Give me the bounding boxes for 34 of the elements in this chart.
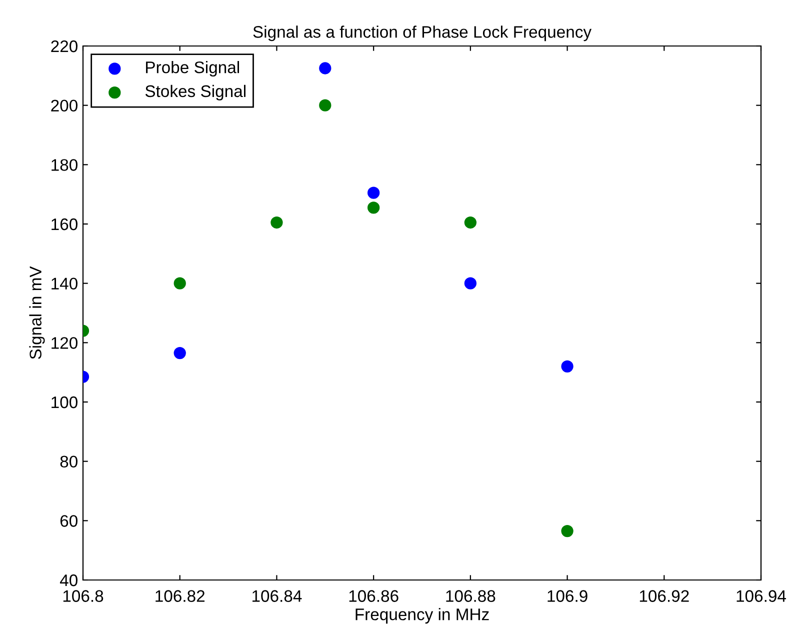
y-tick-label: 80 — [60, 456, 78, 468]
legend-label: Stokes Signal — [145, 84, 246, 100]
point — [367, 202, 380, 214]
chart-title: Signal as a function of Phase Lock Frequency — [253, 26, 592, 42]
y-tick-label: 60 — [60, 515, 78, 527]
y-tick-label: 220 — [51, 40, 78, 52]
x-tick-label: 106.86 — [349, 590, 398, 602]
point — [174, 277, 186, 290]
legend-label: Probe Signal — [146, 61, 239, 77]
x-tick-label: 106.84 — [252, 590, 302, 602]
y-tick-label: 180 — [52, 159, 78, 171]
y-tick-label: 120 — [52, 337, 78, 349]
y-tick-label: 200 — [51, 100, 78, 112]
point — [464, 216, 477, 229]
y-tick-label: 160 — [52, 218, 78, 230]
x-axis-title: Frequency in MHz — [356, 608, 489, 624]
y-tick-label: 100 — [52, 396, 78, 408]
point — [319, 62, 332, 74]
y-tick-label: 40 — [60, 574, 78, 586]
y-tick-label: 140 — [52, 278, 78, 290]
point — [367, 186, 380, 199]
x-tick-label: 106.82 — [156, 590, 205, 602]
x-tick-label: 106.92 — [640, 590, 689, 602]
x-tick-label: 106.9 — [548, 590, 588, 602]
x-tick-label: 106.88 — [446, 590, 496, 602]
point — [270, 216, 283, 229]
point — [319, 99, 332, 112]
x-tick-label: 106.94 — [736, 590, 786, 602]
y-axis-title: Signal in mV — [29, 266, 45, 360]
x-tick-label: 106.8 — [63, 590, 104, 602]
point — [561, 524, 574, 538]
point — [561, 360, 574, 372]
point — [464, 277, 477, 290]
point — [174, 346, 186, 360]
